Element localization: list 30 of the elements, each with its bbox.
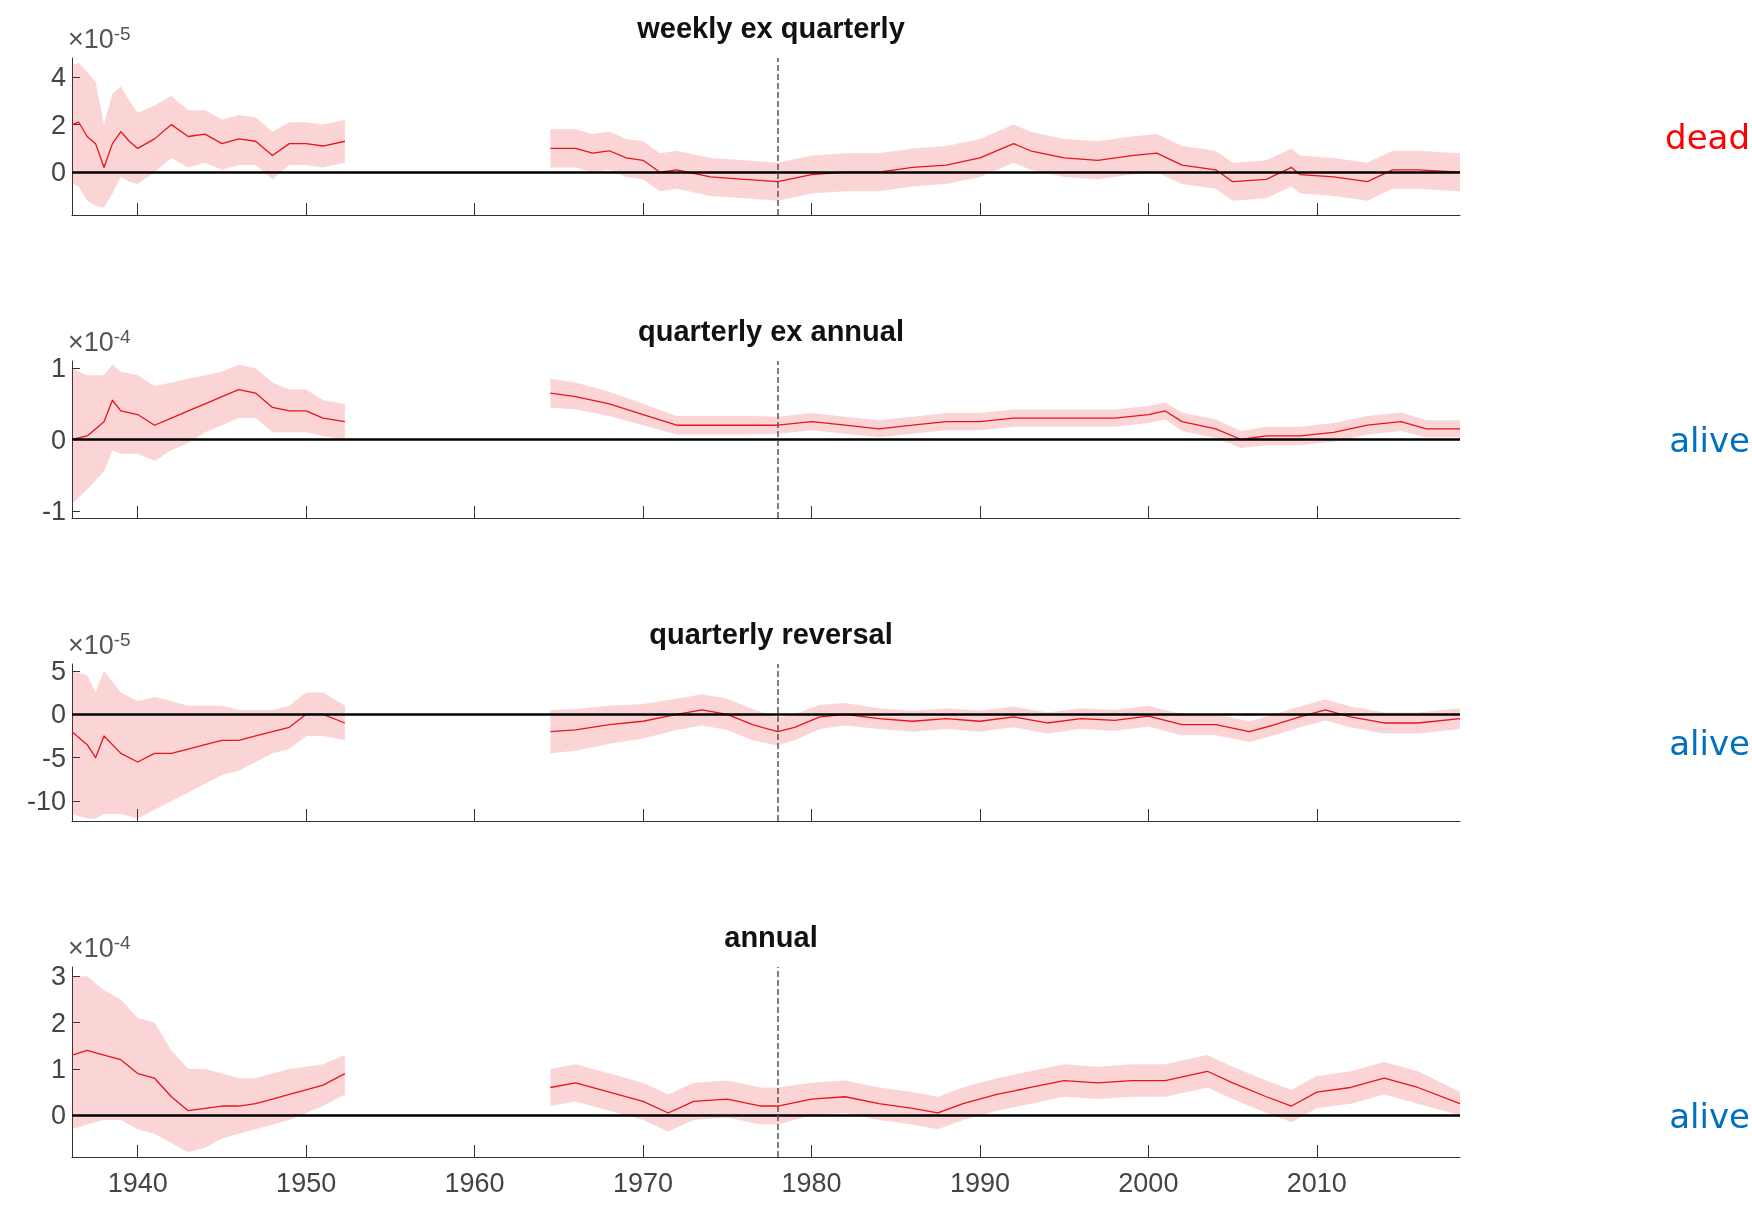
y-tick-label: 0 xyxy=(50,1100,66,1131)
y-tick-label: 4 xyxy=(50,62,66,93)
x-tick-label: 1940 xyxy=(107,1167,168,1198)
y-tick-label: 3 xyxy=(50,961,66,992)
x-tick-label: 1990 xyxy=(949,1167,1010,1198)
y-tick-label: 5 xyxy=(50,655,66,686)
chart-title: annual xyxy=(724,920,818,953)
chart-title: quarterly ex annual xyxy=(638,314,904,347)
x-tick-label: 2000 xyxy=(1118,1167,1179,1198)
x-tick-label: 1970 xyxy=(612,1167,674,1198)
chart-title: quarterly reversal xyxy=(649,617,893,650)
x-tick-label: 1980 xyxy=(781,1167,842,1198)
y-tick-label: -10 xyxy=(26,786,66,817)
y-tick-label: 2 xyxy=(50,1007,66,1038)
y-tick-label: -5 xyxy=(41,742,66,773)
chart-title: weekly ex quarterly xyxy=(636,11,905,44)
y-tick-label: 0 xyxy=(50,157,66,188)
text: alive xyxy=(1669,723,1751,763)
y-tick-label: 0 xyxy=(50,424,66,455)
text: alive xyxy=(1669,420,1751,460)
y-tick-label: 1 xyxy=(50,1053,66,1084)
y-tick-label: 0 xyxy=(50,699,66,730)
y-tick-label: 2 xyxy=(50,109,66,140)
x-tick-label: 1960 xyxy=(444,1167,505,1198)
y-tick-label: 1 xyxy=(50,353,66,384)
y-tick-label: -1 xyxy=(41,495,66,526)
text: dead xyxy=(1665,117,1750,157)
x-tick-label: 1950 xyxy=(276,1167,337,1198)
x-tick-label: 2010 xyxy=(1286,1167,1347,1198)
text: alive xyxy=(1669,1096,1751,1136)
